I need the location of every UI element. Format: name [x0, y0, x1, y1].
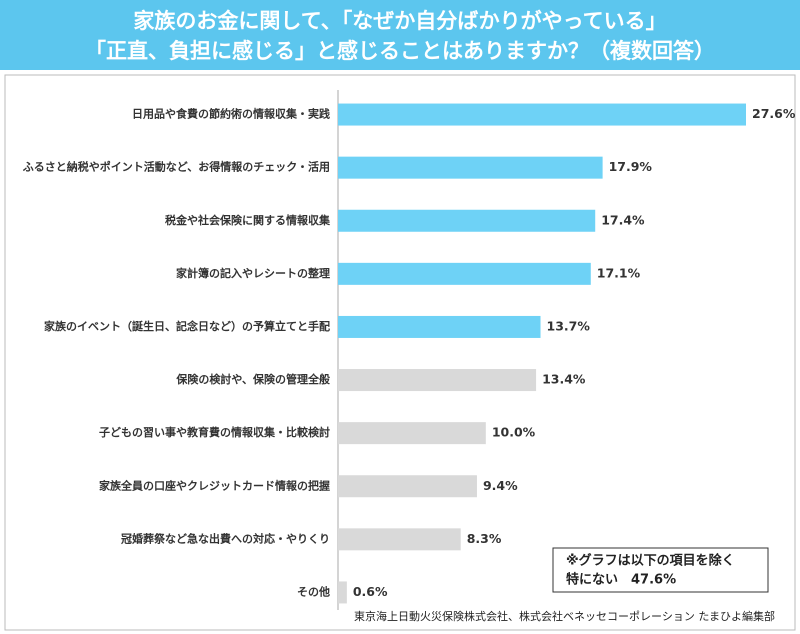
y-tick-label: 子どもの習い事や教育費の情報収集・比較検討: [99, 425, 330, 439]
note: 特にない 47.6%: [566, 572, 676, 588]
y-tick-label: 保険の検討や、保険の管理全般: [175, 372, 330, 386]
plot-frame: [4, 74, 796, 631]
value-label: 9.4%: [483, 478, 518, 493]
bar: [338, 475, 477, 498]
chart-title: 家族のお金に関して、「なぜか自分ばかりがやっている」: [133, 9, 666, 33]
y-tick-label: 冠婚葬祭など急な出費への対応・やりくり: [121, 531, 330, 545]
value-label: 27.6%: [752, 106, 796, 121]
bar: [338, 528, 461, 551]
bar: [338, 581, 347, 604]
bar: [338, 369, 537, 392]
value-label: 8.3%: [467, 531, 502, 546]
bar: [338, 103, 746, 126]
value-label: 10.0%: [492, 425, 536, 440]
bar: [338, 209, 596, 232]
value-label: 17.4%: [601, 212, 645, 227]
bar: [338, 156, 603, 179]
value-label: 13.4%: [542, 372, 586, 387]
y-tick-label: ふるさと納税やポイント活動など、お得情報のチェック・活用: [23, 160, 330, 174]
chart-title: 「正直、負担に感じる」と感じることはありますか？（複数回答）: [85, 39, 715, 63]
note-box: [552, 547, 769, 593]
y-tick-label: 家族のイベント（誕生日、記念日など）の予算立てと手配: [44, 319, 330, 333]
value-label: 17.1%: [597, 265, 641, 280]
source: 東京海上日動火災保険株式会社、株式会社ベネッセコーポレーション たまひよ編集部: [354, 609, 775, 623]
title-banner: [0, 0, 800, 70]
note: ※グラフは以下の項目を除く: [566, 553, 735, 569]
value-label: 0.6%: [353, 584, 388, 599]
bar: [338, 422, 486, 445]
y-tick-label: 家族全員の口座やクレジットカード情報の把握: [99, 478, 330, 492]
y-tick-label: 日用品や食費の節約術の情報収集・実践: [132, 107, 330, 121]
bar: [338, 262, 591, 285]
y-tick-label: 税金や社会保険に関する情報収集: [165, 213, 331, 227]
y-tick-label: 家計簿の記入やレシートの整理: [176, 266, 330, 280]
y-tick-label: その他: [297, 584, 330, 598]
bar: [338, 315, 541, 338]
value-label: 13.7%: [547, 318, 591, 333]
value-label: 17.9%: [609, 159, 653, 174]
